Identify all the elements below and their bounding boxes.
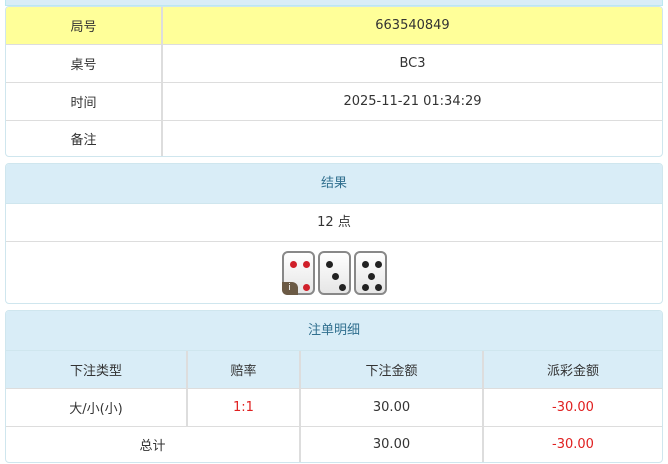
die-3 bbox=[317, 251, 351, 295]
col-payout: 派彩金额 bbox=[482, 351, 662, 388]
label: 备注 bbox=[6, 119, 162, 156]
label: 时间 bbox=[6, 81, 162, 120]
bet-amount: 30.00 bbox=[299, 387, 483, 426]
time: 2025-11-21 01:34:29 bbox=[161, 81, 662, 120]
result-points: 12 点 bbox=[6, 204, 662, 242]
pip bbox=[332, 272, 339, 280]
col-odds: 赔率 bbox=[186, 351, 300, 388]
header-row: 下注类型 赔率 下注金额 派彩金额 bbox=[6, 351, 662, 388]
pip bbox=[374, 261, 382, 269]
pip bbox=[289, 261, 297, 269]
round-id: 663540849 bbox=[161, 7, 662, 44]
table-id: BC3 bbox=[161, 43, 662, 82]
col-bet-amount: 下注金额 bbox=[299, 351, 483, 388]
row-table: 桌号 BC3 bbox=[6, 43, 662, 82]
info-icon[interactable]: i bbox=[281, 282, 298, 295]
pip bbox=[368, 272, 375, 280]
die-4: i bbox=[281, 251, 315, 295]
table-row: 大/小(小) 1:1 30.00 -30.00 bbox=[6, 387, 662, 426]
pip bbox=[302, 284, 310, 292]
bet-details-panel: 注单明细 下注类型 赔率 下注金额 派彩金额 大/小(小) 1:1 30.00 … bbox=[5, 310, 663, 463]
top-strip bbox=[5, 0, 663, 6]
pip bbox=[325, 261, 333, 269]
bet-details-title: 注单明细 bbox=[6, 311, 662, 351]
pip bbox=[338, 284, 346, 292]
round-info-table: 局号 663540849 桌号 BC3 时间 2025-11-21 01:34:29 … bbox=[6, 7, 662, 156]
row-note: 备注 bbox=[6, 119, 662, 156]
result-panel: 结果 12 点 i bbox=[5, 163, 663, 304]
result-title: 结果 bbox=[6, 164, 662, 204]
total-amount: 30.00 bbox=[299, 425, 483, 462]
row-round-id: 局号 663540849 bbox=[6, 7, 662, 44]
pip bbox=[361, 261, 369, 269]
note bbox=[161, 119, 662, 156]
bet-type: 大/小(小) bbox=[6, 387, 187, 426]
dice-row: i bbox=[6, 242, 662, 303]
odds: 1:1 bbox=[186, 387, 300, 426]
total-label: 总计 bbox=[6, 425, 300, 462]
pip bbox=[361, 284, 369, 292]
row-time: 时间 2025-11-21 01:34:29 bbox=[6, 81, 662, 120]
total-row: 总计 30.00 -30.00 bbox=[6, 425, 662, 462]
payout: -30.00 bbox=[482, 387, 662, 426]
label: 局号 bbox=[6, 7, 162, 44]
total-payout: -30.00 bbox=[482, 425, 662, 462]
die-5 bbox=[353, 251, 387, 295]
pip bbox=[374, 284, 382, 292]
col-bet-type: 下注类型 bbox=[6, 351, 187, 388]
label: 桌号 bbox=[6, 43, 162, 82]
pip bbox=[302, 261, 310, 269]
bet-details-table: 下注类型 赔率 下注金额 派彩金额 大/小(小) 1:1 30.00 -30.0… bbox=[6, 351, 662, 462]
round-info-panel: 局号 663540849 桌号 BC3 时间 2025-11-21 01:34:29 … bbox=[5, 6, 663, 157]
